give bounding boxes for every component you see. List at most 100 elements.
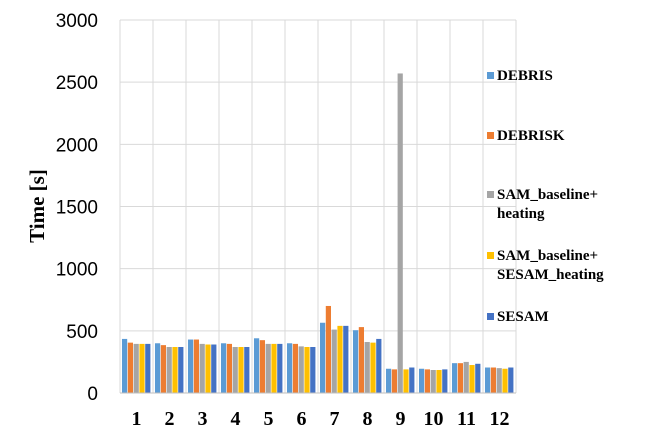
bar (292, 343, 298, 393)
gridlines (119, 19, 517, 393)
legend-label: SAM_baseline+heating (497, 187, 598, 222)
bar (139, 343, 145, 393)
y-tick-labels: 0 500 1000 1500 2000 2500 3000 (56, 11, 98, 405)
bar (370, 342, 376, 393)
x-tick-label: 2 (165, 408, 175, 430)
bar (178, 347, 184, 393)
legend-item: DEBRISK (487, 128, 565, 144)
legend-item: DEBRIS (487, 68, 553, 84)
bar (121, 338, 128, 393)
bar (442, 369, 448, 393)
bar (187, 339, 194, 393)
bar (265, 343, 271, 393)
y-tick-label: 500 (66, 322, 98, 343)
bar (166, 347, 172, 393)
y-tick-label: 2000 (56, 135, 98, 156)
bar (469, 365, 475, 393)
bar (397, 73, 403, 394)
legend-item: SESAM (487, 309, 549, 325)
bar (358, 327, 364, 393)
x-tick-label: 12 (490, 408, 510, 430)
bar (220, 343, 227, 393)
y-tick-label: 0 (87, 384, 98, 405)
bar (127, 342, 133, 393)
bar (409, 367, 415, 393)
x-tick-label: 5 (264, 408, 274, 430)
legend-label: SAM_baseline+ SESAM_heating (497, 248, 604, 283)
bar (271, 343, 277, 393)
legend-label: DEBRISK (497, 128, 565, 144)
bar (376, 338, 382, 393)
bar (226, 343, 232, 393)
x-tick-label: 8 (363, 408, 373, 430)
bar (436, 370, 442, 393)
x-tick-label: 10 (424, 408, 444, 430)
bar (352, 330, 359, 393)
legend-item: SAM_baseline+heating (487, 187, 598, 222)
legend-label-line: SESAM (497, 309, 549, 325)
bar (337, 325, 343, 393)
bar (325, 305, 331, 393)
bar (457, 363, 463, 393)
x-tick-labels: 1 2 3 4 5 6 7 8 9 10 11 12 (132, 408, 510, 430)
bar (259, 340, 265, 393)
bar (475, 363, 481, 393)
bar (430, 370, 436, 393)
legend-label-line: DEBRIS (497, 68, 553, 84)
x-tick-label: 1 (132, 408, 142, 430)
legend-swatch (487, 72, 494, 79)
y-tick-label: 1500 (56, 198, 98, 219)
bar (199, 343, 205, 393)
bar (463, 361, 469, 393)
bar (496, 368, 502, 393)
bar (205, 344, 211, 393)
bar (244, 347, 250, 393)
legend-swatch (487, 191, 494, 198)
bar (391, 369, 397, 393)
bar (418, 368, 425, 393)
legend-label: DEBRIS (497, 68, 553, 84)
x-tick-label: 6 (297, 408, 307, 430)
legend-label-line: DEBRISK (497, 128, 565, 144)
bars (121, 73, 514, 394)
bar (310, 347, 316, 393)
bar (298, 346, 304, 394)
x-tick-label: 9 (396, 408, 406, 430)
bar (508, 367, 514, 393)
y-tick-label: 3000 (56, 11, 98, 32)
y-tick-label: 2500 (56, 73, 98, 94)
x-tick-label: 11 (457, 408, 476, 430)
bar (331, 329, 337, 393)
legend-swatch (487, 132, 494, 139)
bar (403, 369, 409, 393)
bar (490, 367, 496, 393)
x-tick-label: 3 (198, 408, 208, 430)
legend-swatch (487, 252, 494, 259)
legend-label-line: SAM_baseline+ (497, 187, 598, 203)
x-tick-label: 4 (231, 408, 241, 430)
legend-label-line: SESAM_heating (497, 267, 604, 283)
bar (484, 367, 491, 393)
bar (160, 345, 166, 393)
bar (364, 342, 370, 393)
bar (385, 368, 392, 393)
bar (253, 338, 260, 393)
y-axis-title: Time [s] (25, 169, 49, 243)
bar (304, 347, 310, 393)
bar (232, 347, 238, 393)
legend-label-line: heating (497, 206, 545, 222)
bar (172, 347, 178, 393)
y-tick-label: 1000 (56, 260, 98, 281)
bar (343, 325, 349, 393)
bar (451, 363, 458, 393)
legend-swatch (487, 313, 494, 320)
legend-label: SESAM (497, 309, 549, 325)
bar (193, 339, 199, 393)
bar (502, 368, 508, 393)
legend-label-line: SAM_baseline+ (497, 248, 598, 264)
bar (145, 343, 151, 393)
bar (319, 322, 326, 393)
bar (424, 369, 430, 393)
bar (238, 347, 244, 393)
